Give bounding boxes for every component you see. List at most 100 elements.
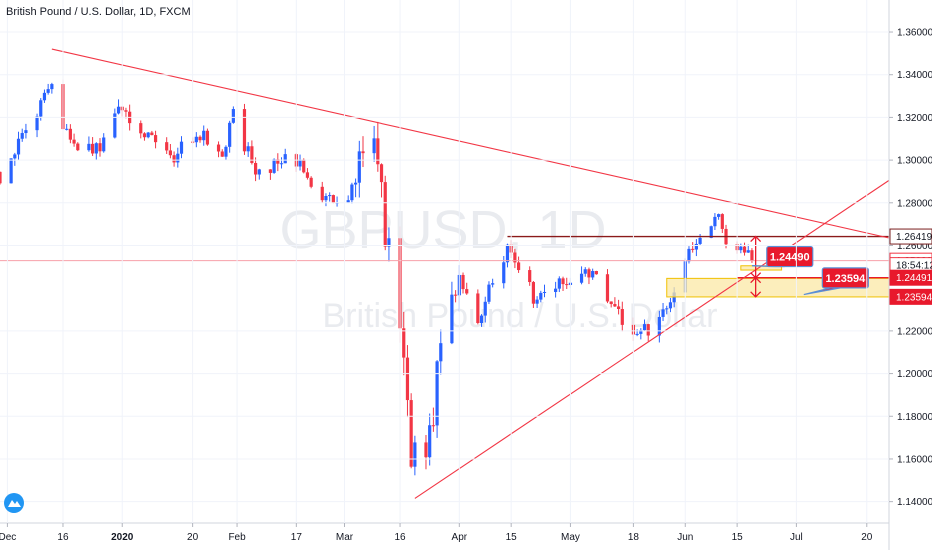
candle-body	[639, 330, 643, 334]
candle-body	[94, 143, 98, 154]
candle-body	[328, 195, 332, 197]
candle-body	[613, 304, 617, 307]
candle-body	[283, 154, 287, 164]
watermark: GBPUSD, 1D British Pound / U.S. Dollar	[279, 200, 717, 335]
descending-trendline	[51, 48, 890, 239]
candle-body	[165, 142, 169, 151]
candle-body	[194, 136, 198, 143]
candle-body	[635, 333, 639, 335]
candle-body	[50, 84, 54, 90]
ascending-trendline	[414, 179, 890, 499]
candle-body	[216, 144, 221, 152]
candle-body	[379, 164, 384, 183]
candle-body	[220, 151, 224, 157]
candle-body	[668, 302, 673, 309]
candle-body	[124, 110, 128, 112]
time-tick-label: Dec	[0, 532, 16, 543]
arrow-head-icon	[750, 235, 762, 243]
time-tick-label: 18	[628, 532, 640, 543]
candle-body	[279, 163, 284, 165]
candle-body	[72, 139, 76, 144]
candle-body	[276, 159, 280, 164]
price-tick-label: 1.34000	[897, 70, 932, 81]
candle-body	[720, 214, 724, 229]
time-tick-label: 20	[187, 532, 199, 543]
candle-body	[9, 158, 13, 184]
candle-body	[409, 400, 413, 467]
time-tick-label: Mar	[336, 532, 354, 543]
candle-body	[742, 246, 747, 253]
candle-body	[483, 301, 487, 316]
candle-body	[298, 159, 302, 167]
price-tick-label: 1.26000	[897, 241, 932, 252]
time-tick-label: Feb	[228, 532, 246, 543]
candle-body	[346, 200, 350, 203]
time-axis[interactable]: Dec 16 2020 20 Feb 17 Mar 16 Apr 15 May 18 Jun 15 Jul 2…	[0, 0, 889, 543]
candle-body	[228, 122, 232, 147]
candle-body	[687, 248, 691, 262]
candle-body	[405, 357, 410, 401]
candle-body	[750, 250, 754, 261]
price-label: 1.26419	[896, 232, 932, 243]
candle-body	[557, 278, 561, 289]
candle-body	[565, 284, 569, 286]
price-label-box	[889, 269, 932, 286]
candle-body	[616, 306, 621, 309]
callout-label: 1.24490	[770, 252, 810, 264]
candle-body	[309, 177, 313, 187]
candle-body	[646, 324, 650, 336]
price-tick-label: 1.30000	[897, 156, 932, 167]
drawings[interactable]: 1.24490 1.23594	[0, 48, 890, 499]
watermark-name: British Pound / U.S. Dollar	[323, 297, 718, 335]
candle-body	[476, 293, 480, 323]
candle-body	[39, 100, 43, 117]
candle-body	[594, 271, 598, 275]
candle-body	[642, 324, 647, 331]
candle-body	[657, 316, 661, 336]
candle-body	[168, 150, 172, 156]
price-label: 1.23594	[896, 292, 932, 303]
candle-body	[250, 146, 254, 163]
candle-body	[587, 269, 591, 278]
candle-body	[179, 141, 184, 154]
candle-body	[554, 288, 558, 292]
candle-body	[357, 151, 361, 183]
candle-body	[320, 186, 324, 201]
candle-body	[102, 137, 106, 152]
candle-body	[698, 237, 702, 244]
candle-body	[583, 269, 587, 274]
time-tick-label: Apr	[452, 532, 468, 543]
candle-body	[535, 299, 539, 304]
price-label: 18:54:12	[896, 261, 932, 272]
candle-body	[579, 273, 584, 283]
candle-body	[620, 308, 624, 325]
time-tick-label: Jun	[677, 532, 693, 543]
candle-body	[142, 133, 147, 138]
candle-body	[231, 109, 235, 123]
candle-body	[542, 291, 547, 293]
candle-body	[372, 138, 376, 154]
candle-body	[172, 155, 176, 163]
price-tick-label: 1.22000	[897, 326, 932, 337]
candle-body	[539, 292, 543, 300]
candle-body	[739, 246, 743, 251]
candle-body	[46, 89, 50, 93]
watermark-symbol: GBPUSD, 1D	[279, 200, 606, 260]
candle-body	[424, 442, 428, 458]
candle-body	[202, 130, 206, 141]
price-tick-label: 1.20000	[897, 369, 932, 380]
candle-body	[387, 238, 391, 247]
candle-body	[516, 262, 521, 271]
candle-body	[13, 154, 17, 159]
candle-body	[116, 106, 121, 114]
candle-body	[439, 343, 443, 362]
price-tick-label: 1.36000	[897, 28, 932, 39]
candle-body	[717, 214, 721, 217]
candle-body	[413, 442, 417, 467]
price-tick-label: 1.18000	[897, 412, 932, 423]
price-tick-label: 1.16000	[897, 454, 932, 465]
tradingview-logo-icon[interactable]	[4, 493, 24, 513]
candle-body	[253, 162, 258, 175]
